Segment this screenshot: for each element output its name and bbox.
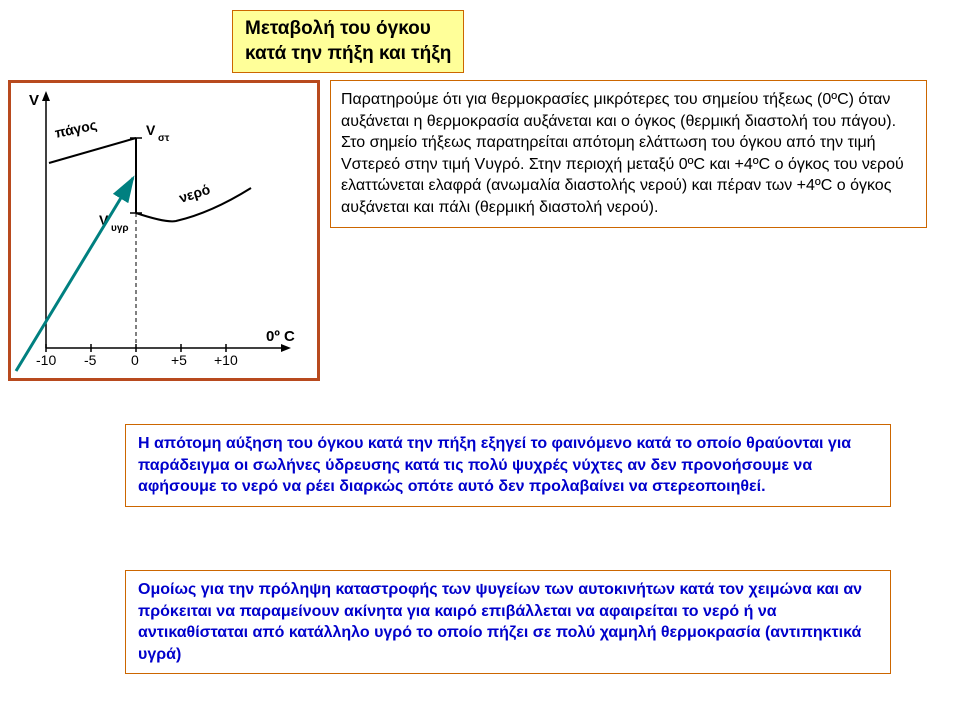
x-axis-label: 0º C [266,328,295,345]
volume-temperature-graph: V 0º C -10 -5 0 +5 +10 πάγος νερό V στ [11,83,311,373]
x-tick-2: 0 [131,352,139,368]
graph-container: V 0º C -10 -5 0 +5 +10 πάγος νερό V στ [8,80,320,381]
title-line2: κατά την πήξη και τήξη [245,43,451,64]
info-box-antifreeze: Ομοίως για την πρόληψη καταστροφής των ψ… [125,570,891,674]
v-st-sub: στ [158,133,170,144]
description-box: Παρατηρούμε ότι για θερμοκρασίες μικρότε… [330,80,927,228]
info-text-1: Η απότομη αύξηση του όγκου κατά την πήξη… [138,435,851,495]
x-tick-4: +10 [214,352,238,368]
water-label: νερό [177,181,212,206]
description-text: Παρατηρούμε ότι για θερμοκρασίες μικρότε… [341,91,904,216]
x-tick-3: +5 [171,352,187,368]
title-line1: Μεταβολή του όγκου [245,18,431,39]
y-axis-label: V [29,92,39,109]
title-box: Μεταβολή του όγκου κατά την πήξη και τήξ… [232,10,464,73]
v-st-label: V [146,122,156,138]
v-ygr-sub: υγρ [111,223,129,234]
info-text-2: Ομοίως για την πρόληψη καταστροφής των ψ… [138,581,862,663]
info-box-pipes: Η απότομη αύξηση του όγκου κατά την πήξη… [125,424,891,507]
x-tick-1: -5 [84,352,97,368]
x-tick-0: -10 [36,352,56,368]
ice-label: πάγος [53,116,98,140]
